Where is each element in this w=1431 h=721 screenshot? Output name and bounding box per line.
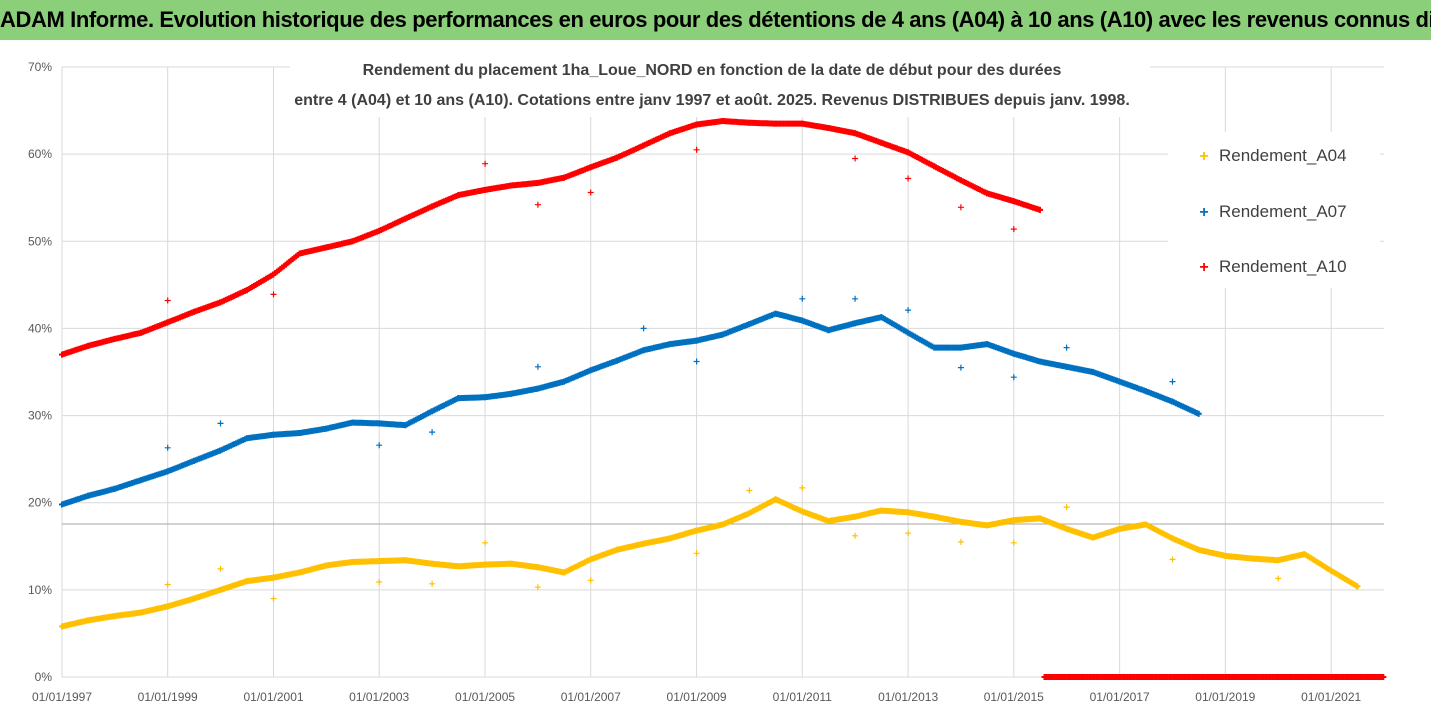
data-point-a07-isolated	[640, 325, 647, 332]
legend-label-a04: Rendement_A04	[1219, 146, 1347, 165]
y-tick-label: 50%	[28, 234, 52, 248]
data-point-a07-isolated	[799, 295, 806, 302]
x-tick-label: 01/01/1997	[32, 690, 92, 704]
data-point-a10-isolated	[852, 155, 859, 162]
data-point-a04-isolated	[957, 538, 964, 545]
x-tick-label: 01/01/2017	[1090, 690, 1150, 704]
data-point-a10-zero	[1380, 674, 1387, 680]
x-tick-label: 01/01/2007	[561, 690, 621, 704]
data-point-a10-isolated	[905, 175, 912, 182]
x-tick-label: 01/01/2019	[1195, 690, 1255, 704]
data-point-a07-isolated	[376, 442, 383, 449]
data-point-a04-isolated	[1063, 504, 1070, 511]
x-tick-label: 01/01/2001	[243, 690, 303, 704]
data-point-a04	[1354, 583, 1361, 590]
legend: + Rendement_A04 + Rendement_A07 + Rendem…	[1168, 132, 1380, 288]
data-point-a07-isolated	[905, 307, 912, 314]
data-point-a04-isolated	[587, 577, 594, 584]
vertical-gridlines	[61, 67, 1332, 677]
x-tick-label: 01/01/2013	[878, 690, 938, 704]
data-point-a10-isolated	[482, 160, 489, 167]
data-point-a04-isolated	[164, 581, 171, 588]
data-point-a04-isolated	[1010, 539, 1017, 546]
y-tick-label: 10%	[28, 583, 52, 597]
y-tick-label: 20%	[28, 496, 52, 510]
x-tick-label: 01/01/2003	[349, 690, 409, 704]
data-point-a07-isolated	[1169, 378, 1176, 385]
legend-label-a07: Rendement_A07	[1219, 202, 1347, 221]
x-tick-label: 01/01/2011	[773, 690, 832, 704]
legend-marker-a10: +	[1199, 259, 1208, 276]
horizontal-gridlines	[62, 66, 1384, 678]
legend-background	[1168, 132, 1380, 288]
data-point-a10-isolated	[534, 201, 541, 208]
data-point-a07-isolated	[164, 444, 171, 451]
chart-title-line-1: Rendement du placement 1ha_Loue_NORD en …	[363, 62, 1062, 79]
data-point-a04-isolated	[1169, 556, 1176, 563]
y-tick-label: 40%	[28, 321, 52, 335]
legend-marker-a04: +	[1199, 148, 1208, 165]
data-point-a04-isolated	[693, 550, 700, 557]
y-tick-label: 30%	[28, 409, 52, 423]
data-point-a07-isolated	[852, 295, 859, 302]
chart-title-background	[290, 55, 1150, 117]
data-point-a10-isolated	[1010, 226, 1017, 233]
data-point-a04-isolated	[905, 530, 912, 537]
x-axis-ticks: 01/01/1997 01/01/1999 01/01/2001 01/01/2003…	[32, 690, 1362, 704]
data-point-a07-isolated	[1063, 344, 1070, 351]
banner-title: ADAM Informe. Evolution historique des p…	[0, 0, 1431, 40]
data-point-a04-isolated	[482, 539, 489, 546]
y-tick-label: 60%	[28, 147, 52, 161]
legend-label-a10: Rendement_A10	[1219, 257, 1347, 276]
legend-marker-a07: +	[1199, 204, 1208, 221]
data-point-a07-isolated	[429, 429, 436, 436]
y-axis-ticks: 0% 10% 20% 30% 40% 50% 60% 70%	[28, 60, 52, 684]
data-point-a10-isolated	[587, 189, 594, 196]
data-point-a04-isolated	[217, 565, 224, 572]
x-tick-label: 01/01/2009	[667, 690, 727, 704]
chart-title-line-2: entre 4 (A04) et 10 ans (A10). Cotations…	[294, 92, 1130, 109]
y-tick-label: 0%	[35, 670, 53, 684]
chart-title: Rendement du placement 1ha_Loue_NORD en …	[290, 55, 1150, 117]
data-point-a10-isolated	[957, 204, 964, 211]
data-point-a07	[1195, 410, 1202, 417]
x-tick-label: 01/01/2005	[455, 690, 515, 704]
data-point-a04-isolated	[534, 584, 541, 591]
data-point-a10	[1037, 206, 1043, 213]
data-point-a04-isolated	[852, 532, 859, 539]
data-point-a10-isolated	[164, 297, 171, 304]
data-point-a07-isolated	[693, 358, 700, 365]
data-point-a04-isolated	[376, 579, 383, 585]
x-tick-label: 01/01/1999	[138, 690, 198, 704]
data-point-a07-isolated	[1010, 374, 1017, 381]
y-tick-label: 70%	[28, 60, 52, 74]
x-tick-label: 01/01/2021	[1301, 690, 1361, 704]
data-point-a04-isolated	[799, 484, 806, 491]
data-point-a07-isolated	[217, 420, 224, 427]
data-point-a04-isolated	[429, 580, 436, 587]
data-point-a10-isolated	[270, 291, 277, 298]
plot-area: 0%10%20%30%40%50%60%70% 01/01/1997 01/01/…	[28, 60, 1387, 704]
chart: 0%10%20%30%40%50%60%70% 01/01/1997 01/01/…	[28, 55, 1387, 704]
data-point-a04-isolated	[270, 595, 277, 602]
data-point-a04-isolated	[1275, 575, 1282, 582]
x-tick-label: 01/01/2015	[984, 690, 1044, 704]
data-point-a07-isolated	[957, 364, 964, 371]
data-point-a04-isolated	[746, 487, 753, 494]
data-marks	[59, 118, 1387, 680]
data-point-a10-isolated	[693, 146, 700, 153]
data-point-a07-isolated	[534, 363, 541, 370]
